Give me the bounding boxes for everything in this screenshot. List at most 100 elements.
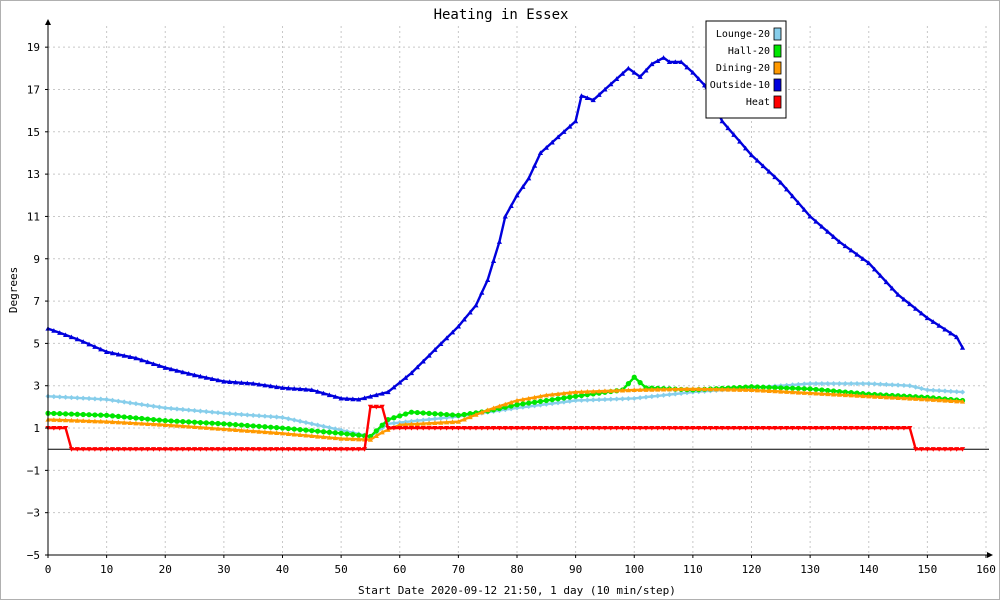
data-point-dining-20 bbox=[772, 388, 778, 394]
data-point-hall-20 bbox=[186, 419, 192, 425]
data-point-outside-10 bbox=[174, 368, 180, 373]
data-point-dining-20 bbox=[690, 386, 696, 391]
data-point-heat bbox=[866, 425, 872, 431]
data-point-heat bbox=[836, 425, 843, 431]
data-point-outside-10 bbox=[649, 61, 655, 67]
data-point-outside-10 bbox=[836, 239, 843, 244]
data-point-outside-10 bbox=[162, 365, 168, 370]
data-point-outside-10 bbox=[444, 335, 450, 341]
data-point-lounge-20 bbox=[901, 382, 907, 389]
data-point-heat bbox=[461, 425, 467, 431]
data-point-hall-20 bbox=[256, 423, 262, 429]
data-point-dining-20 bbox=[842, 392, 848, 398]
legend-label: Heat bbox=[746, 97, 770, 108]
data-point-hall-20 bbox=[836, 388, 843, 395]
data-point-hall-20 bbox=[227, 421, 233, 427]
data-point-hall-20 bbox=[549, 397, 555, 403]
data-point-heat bbox=[602, 425, 608, 431]
data-point-dining-20 bbox=[672, 386, 678, 392]
data-point-dining-20 bbox=[930, 397, 936, 402]
data-point-hall-20 bbox=[262, 424, 268, 430]
data-point-lounge-20 bbox=[619, 396, 626, 402]
data-point-heat bbox=[608, 425, 614, 431]
data-point-heat bbox=[98, 447, 104, 452]
data-point-hall-20 bbox=[344, 431, 350, 437]
data-point-outside-10 bbox=[520, 184, 526, 189]
x-tick-label: 30 bbox=[217, 563, 230, 576]
x-tick-label: 10 bbox=[100, 563, 113, 576]
data-point-lounge-20 bbox=[309, 421, 315, 427]
data-point-lounge-20 bbox=[913, 384, 919, 390]
data-point-dining-20 bbox=[98, 418, 104, 424]
data-point-outside-10 bbox=[537, 150, 544, 156]
data-point-outside-10 bbox=[121, 353, 127, 358]
data-point-hall-20 bbox=[555, 396, 561, 402]
data-point-lounge-20 bbox=[666, 392, 673, 398]
data-point-outside-10 bbox=[250, 381, 256, 386]
data-point-heat bbox=[713, 425, 719, 431]
data-point-hall-20 bbox=[754, 384, 760, 390]
data-point-lounge-20 bbox=[279, 414, 286, 421]
data-point-lounge-20 bbox=[62, 394, 69, 400]
data-point-outside-10 bbox=[426, 352, 432, 358]
data-point-lounge-20 bbox=[948, 388, 954, 394]
data-point-lounge-20 bbox=[848, 381, 854, 387]
data-point-hall-20 bbox=[274, 425, 280, 431]
series-layer bbox=[45, 55, 966, 452]
data-point-dining-20 bbox=[186, 423, 192, 429]
data-point-outside-10 bbox=[754, 157, 760, 163]
data-point-heat bbox=[209, 447, 215, 452]
data-point-hall-20 bbox=[789, 385, 796, 391]
data-point-heat bbox=[238, 447, 245, 452]
data-point-hall-20 bbox=[291, 426, 297, 432]
data-point-heat bbox=[772, 425, 778, 431]
data-point-dining-20 bbox=[68, 417, 75, 423]
data-point-heat bbox=[127, 447, 133, 452]
data-point-dining-20 bbox=[156, 421, 162, 427]
data-point-hall-20 bbox=[567, 394, 573, 400]
data-point-hall-20 bbox=[578, 392, 585, 399]
data-point-outside-10 bbox=[608, 81, 614, 87]
data-point-outside-10 bbox=[338, 395, 344, 401]
data-point-dining-20 bbox=[467, 414, 473, 420]
x-tick-label: 130 bbox=[800, 563, 820, 576]
data-point-dining-20 bbox=[180, 423, 186, 429]
data-point-outside-10 bbox=[496, 239, 503, 244]
data-point-dining-20 bbox=[578, 389, 585, 394]
data-point-dining-20 bbox=[807, 390, 813, 396]
data-point-outside-10 bbox=[889, 285, 895, 291]
data-point-outside-10 bbox=[602, 86, 608, 92]
data-point-lounge-20 bbox=[86, 395, 92, 402]
data-point-lounge-20 bbox=[274, 414, 280, 420]
x-tick-label: 40 bbox=[276, 563, 289, 576]
data-point-outside-10 bbox=[655, 58, 661, 63]
data-point-dining-20 bbox=[526, 395, 532, 401]
data-point-outside-10 bbox=[115, 351, 121, 357]
x-axis-label: Start Date 2020-09-12 21:50, 1 day (10 m… bbox=[358, 584, 676, 597]
data-point-heat bbox=[80, 447, 86, 452]
data-point-dining-20 bbox=[104, 419, 110, 424]
data-point-lounge-20 bbox=[139, 401, 145, 408]
data-point-dining-20 bbox=[883, 394, 889, 400]
data-point-heat bbox=[901, 425, 907, 431]
data-point-heat bbox=[268, 447, 274, 452]
data-point-dining-20 bbox=[784, 389, 790, 394]
data-point-lounge-20 bbox=[578, 397, 585, 403]
data-point-lounge-20 bbox=[68, 394, 75, 401]
data-point-lounge-20 bbox=[244, 412, 250, 418]
data-point-hall-20 bbox=[631, 374, 637, 380]
data-point-lounge-20 bbox=[262, 413, 268, 419]
data-point-heat bbox=[367, 404, 374, 410]
data-point-dining-20 bbox=[655, 386, 661, 392]
data-point-lounge-20 bbox=[391, 420, 397, 426]
data-point-heat bbox=[432, 425, 438, 431]
data-point-dining-20 bbox=[51, 417, 57, 422]
legend-box bbox=[705, 20, 787, 119]
data-point-lounge-20 bbox=[795, 381, 801, 388]
data-point-dining-20 bbox=[227, 426, 233, 432]
data-point-dining-20 bbox=[602, 388, 608, 394]
data-point-hall-20 bbox=[233, 422, 239, 428]
data-point-heat bbox=[408, 425, 415, 431]
data-point-outside-10 bbox=[391, 384, 397, 390]
data-point-outside-10 bbox=[549, 139, 555, 145]
